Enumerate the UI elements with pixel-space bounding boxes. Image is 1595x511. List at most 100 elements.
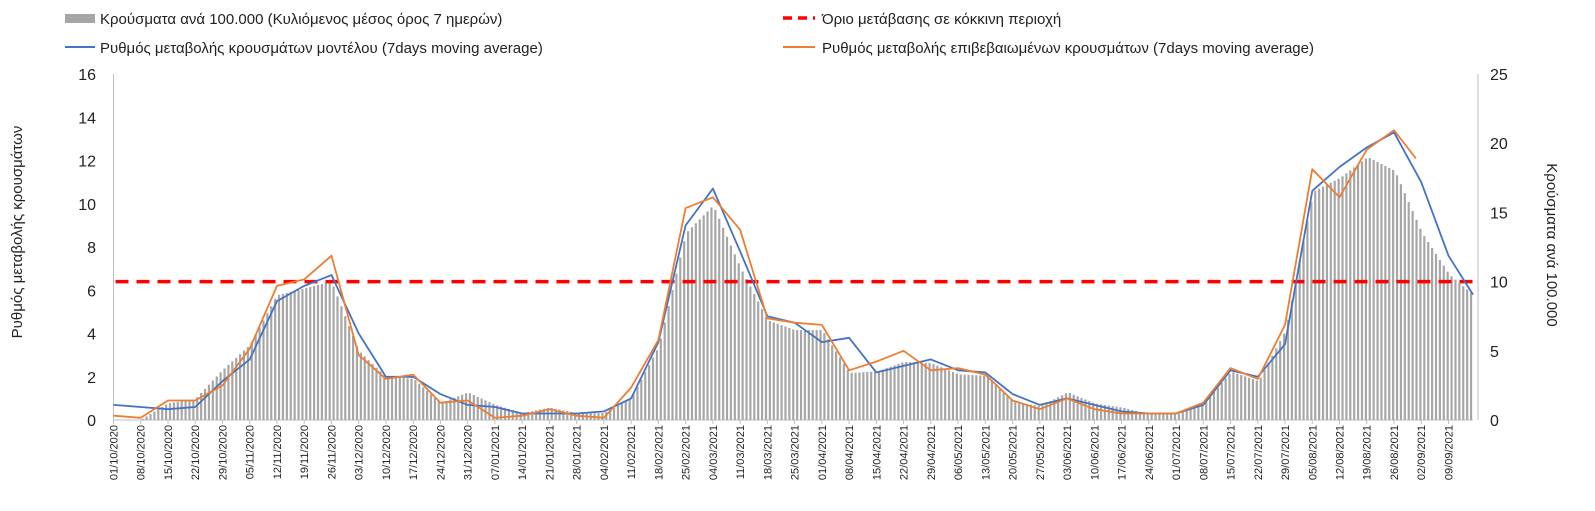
bar [897, 363, 900, 420]
bar [285, 292, 288, 420]
bar [1306, 221, 1309, 420]
bar [1037, 405, 1040, 420]
bar [1131, 410, 1134, 420]
bar [258, 327, 261, 420]
bar [1127, 409, 1130, 420]
x-tick-label: 21/01/2021 [544, 425, 556, 480]
x-tick-label: 01/10/2020 [109, 425, 121, 480]
bar [394, 377, 398, 420]
bar [1438, 259, 1441, 420]
bar [500, 406, 503, 420]
bar [527, 411, 530, 420]
x-tick-label: 27/05/2021 [1035, 425, 1047, 480]
bar [951, 371, 955, 420]
x-tick-label: 15/07/2021 [1226, 425, 1238, 480]
bar [161, 406, 164, 420]
bar [1263, 370, 1266, 420]
x-tick-label: 12/11/2020 [272, 425, 284, 479]
y-tick-left: 10 [78, 197, 96, 214]
bar [1364, 158, 1367, 420]
bar [1458, 282, 1461, 420]
bar [1053, 399, 1056, 420]
bar [309, 287, 312, 420]
bar [1321, 186, 1325, 420]
bar [422, 387, 425, 420]
legend-swatch-bars [65, 14, 95, 23]
bar [1446, 271, 1449, 420]
bar [1345, 173, 1348, 420]
bar [780, 325, 783, 420]
bar [441, 402, 444, 420]
bar [414, 380, 417, 420]
bar [1103, 404, 1106, 420]
x-tick-label: 22/10/2020 [190, 425, 202, 480]
bar [449, 399, 452, 420]
bar [231, 361, 234, 420]
bar [1185, 410, 1188, 420]
bar [1360, 161, 1364, 420]
bar [1193, 407, 1196, 420]
x-tick-label: 26/08/2021 [1389, 425, 1401, 480]
bar [1096, 403, 1099, 420]
bar [324, 283, 327, 420]
bar [772, 322, 775, 420]
bar [959, 374, 962, 420]
bar [1337, 178, 1340, 420]
bar [799, 330, 803, 420]
bar [866, 372, 869, 420]
bar [928, 363, 931, 420]
bar [1298, 260, 1301, 420]
bar [909, 362, 912, 420]
x-tick-label: 06/05/2021 [953, 425, 965, 480]
bar [215, 376, 218, 420]
bar [1349, 170, 1352, 420]
bar [753, 294, 756, 420]
y-tick-left: 16 [78, 67, 96, 84]
bar [1251, 379, 1254, 420]
bar [1275, 348, 1278, 420]
bar [803, 330, 807, 420]
y-tick-left: 2 [87, 370, 96, 387]
bar [714, 209, 717, 420]
x-tick-label: 12/08/2021 [1335, 425, 1347, 480]
bar [1014, 402, 1017, 420]
bar [429, 394, 433, 420]
bar [1212, 392, 1216, 420]
bar [398, 377, 401, 420]
bar [145, 416, 148, 420]
bar [944, 368, 947, 420]
bar [1395, 175, 1399, 420]
bar [387, 377, 390, 420]
x-tick-label: 18/03/2021 [762, 425, 774, 480]
bar [679, 257, 682, 420]
x-tick-label: 08/04/2021 [844, 425, 856, 480]
x-tick-label: 07/01/2021 [490, 425, 502, 480]
y-tick-left: 0 [87, 413, 96, 430]
bar [242, 350, 246, 420]
bar [757, 301, 760, 420]
bar [168, 403, 172, 420]
x-tick-label: 08/07/2021 [1198, 425, 1210, 480]
bar [725, 236, 729, 420]
bar [390, 377, 394, 420]
x-tick-label: 02/09/2021 [1416, 425, 1428, 480]
bar [1314, 190, 1317, 420]
bar [823, 333, 826, 420]
bar [819, 330, 822, 420]
bar [1010, 400, 1013, 420]
bar [340, 306, 343, 420]
bar [1111, 406, 1114, 420]
bar [239, 354, 242, 420]
x-tick-label: 29/07/2021 [1280, 425, 1292, 480]
bar [250, 341, 253, 420]
bar [924, 362, 927, 420]
bar [733, 254, 736, 420]
bar [176, 401, 179, 420]
bar [870, 371, 873, 420]
y-tick-left: 4 [87, 327, 96, 344]
bar [141, 418, 144, 420]
bar [850, 372, 853, 420]
bar [1286, 320, 1290, 420]
bar [624, 401, 627, 420]
bar [1208, 396, 1212, 420]
